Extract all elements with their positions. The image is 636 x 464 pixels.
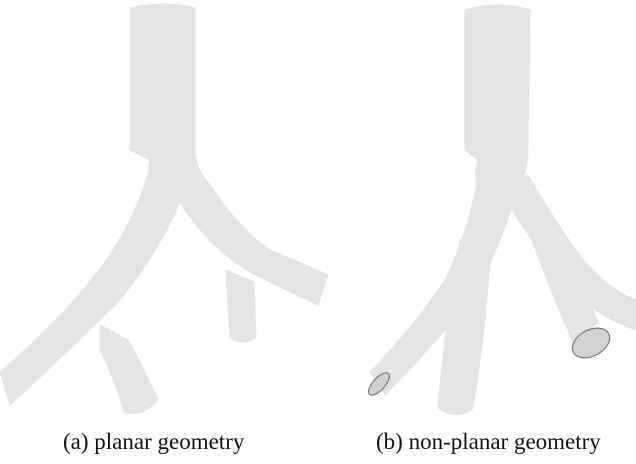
- panel-non-planar: (b) non-planar geometry: [330, 0, 636, 464]
- non-planar-geometry-drawing: [368, 4, 636, 415]
- caption-non-planar: (b) non-planar geometry: [376, 429, 601, 454]
- planar-airway-tree: [0, 3, 329, 414]
- planar-geometry-drawing: [0, 3, 329, 414]
- non-planar-left-open-end: [368, 372, 390, 396]
- non-planar-airway-tree: [369, 4, 636, 415]
- planar-trachea: [129, 3, 211, 201]
- panel-planar: (a) planar geometry: [0, 3, 329, 454]
- non-planar-left-lower-branch: [437, 227, 493, 415]
- planar-left-main-bronchus: [0, 158, 183, 406]
- caption-planar: (a) planar geometry: [63, 429, 245, 454]
- planar-right-small-branch: [225, 269, 257, 343]
- planar-right-main-bronchus: [175, 181, 329, 306]
- non-planar-right-lower-branch: [529, 221, 599, 345]
- non-planar-right-open-end: [571, 327, 611, 359]
- planar-left-lower-branch: [99, 324, 159, 414]
- non-planar-trachea: [464, 4, 531, 206]
